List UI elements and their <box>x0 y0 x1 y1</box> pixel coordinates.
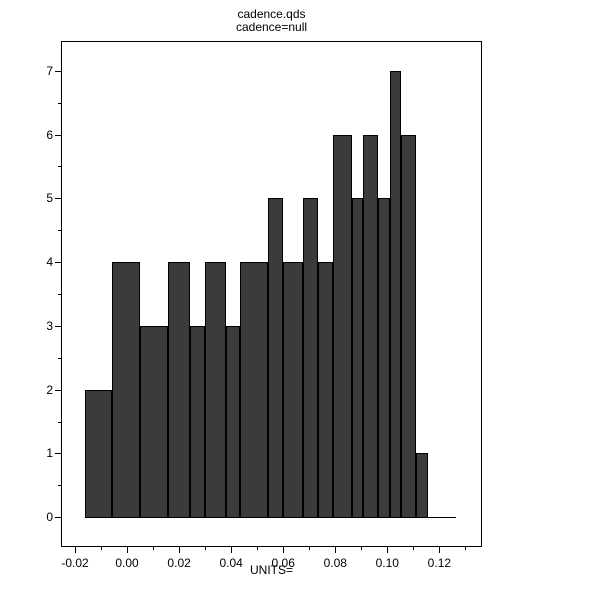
histogram-bar <box>363 134 379 519</box>
x-tick-label: 0.00 <box>115 556 139 570</box>
x-minor-tick <box>101 546 103 550</box>
histogram-bar <box>390 70 402 519</box>
y-major-tick <box>55 198 62 200</box>
histogram-bar <box>268 198 284 519</box>
x-tick-label: 0.08 <box>323 556 347 570</box>
y-tick-label: 5 <box>46 191 53 206</box>
histogram-bar <box>226 325 241 519</box>
x-tick-label: -0.02 <box>61 556 89 570</box>
y-major-tick <box>55 70 62 72</box>
x-tick-label: 0.12 <box>427 556 452 570</box>
y-minor-tick <box>58 230 62 232</box>
x-major-tick <box>283 546 285 553</box>
histogram-bar <box>111 262 141 519</box>
y-major-tick <box>55 134 62 136</box>
x-minor-tick <box>465 546 467 550</box>
x-minor-tick <box>309 546 311 550</box>
histogram-bar <box>416 453 429 519</box>
histogram-bar <box>428 517 457 519</box>
histogram-bar <box>190 325 206 519</box>
histogram-bar <box>378 198 391 519</box>
histogram-bar <box>401 134 417 519</box>
x-minor-tick <box>413 546 415 550</box>
y-tick-label: 6 <box>46 127 53 142</box>
histogram-bar <box>240 262 269 519</box>
y-minor-tick <box>58 421 62 423</box>
chart-title-block: cadence.qds cadence=null <box>61 8 482 34</box>
histogram-bar <box>168 262 191 519</box>
x-minor-tick <box>205 546 207 550</box>
y-tick-label: 1 <box>46 446 53 461</box>
histogram-bar <box>352 198 364 519</box>
x-tick-label: 0.02 <box>167 556 191 570</box>
x-major-tick <box>231 546 233 553</box>
chart-subtitle: cadence=null <box>235 20 308 34</box>
histogram-bar <box>318 262 334 519</box>
y-major-tick <box>55 389 62 391</box>
x-tick-label: 0.04 <box>219 556 243 570</box>
x-axis-label: UNITS= <box>249 563 293 577</box>
y-minor-tick <box>58 294 62 295</box>
x-tick-label: 0.10 <box>375 556 399 570</box>
chart-title: cadence.qds <box>237 7 306 21</box>
x-tick-label: 0.06 <box>271 556 295 570</box>
y-minor-tick <box>58 102 62 104</box>
histogram-bar <box>140 325 169 519</box>
histogram-bar <box>333 134 353 519</box>
y-tick-label: 3 <box>46 318 53 333</box>
y-tick-label: 7 <box>46 63 53 78</box>
y-tick-label: 0 <box>46 510 53 525</box>
histogram-bar <box>205 262 227 519</box>
y-minor-tick <box>58 485 62 487</box>
histogram-bar <box>283 262 304 519</box>
x-major-tick <box>335 546 337 553</box>
y-tick-label: 4 <box>46 255 53 270</box>
y-tick-label: 2 <box>46 382 53 397</box>
x-minor-tick <box>153 546 155 550</box>
x-major-tick <box>179 546 181 553</box>
y-minor-tick <box>58 166 62 168</box>
y-major-tick <box>55 453 62 455</box>
x-major-tick <box>387 546 389 553</box>
x-major-tick <box>75 546 76 553</box>
x-major-tick <box>439 546 441 553</box>
y-major-tick <box>55 325 62 327</box>
y-major-tick <box>55 517 62 519</box>
histogram-bar <box>84 389 112 519</box>
y-minor-tick <box>58 357 62 359</box>
x-minor-tick <box>257 546 259 550</box>
plot-area: -0.02 0.00 0.02 0.04 0.06 0.08 0.10 0.12 0 1 2 3 4 5 6… <box>46 41 482 570</box>
x-major-tick <box>127 546 129 553</box>
y-major-tick <box>55 262 62 264</box>
x-minor-tick <box>361 546 363 550</box>
histogram-bar <box>303 198 319 519</box>
